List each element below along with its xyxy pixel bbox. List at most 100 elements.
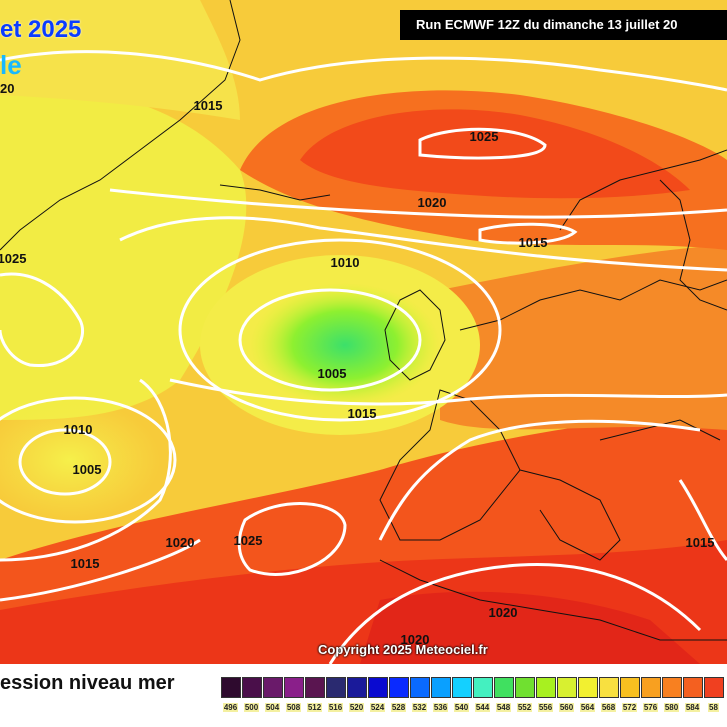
isobar-label: 1005 bbox=[318, 366, 347, 381]
copyright-text: Copyright 2025 Meteociel.fr bbox=[318, 642, 488, 657]
legend-value: 584 bbox=[684, 703, 701, 712]
legend-swatch bbox=[577, 677, 598, 698]
map-title: et 2025 bbox=[0, 16, 82, 43]
legend-value: 540 bbox=[453, 703, 470, 712]
pressure-field-svg: 1015 1025 1020 1025 1015 1010 1005 1015 … bbox=[0, 0, 727, 664]
isobar-label: 1010 bbox=[64, 422, 93, 437]
legend-swatch bbox=[451, 677, 472, 698]
legend-cell: 508 bbox=[283, 677, 304, 717]
legend-swatch bbox=[703, 677, 724, 698]
legend-cell: 556 bbox=[535, 677, 556, 717]
legend-value: 504 bbox=[264, 703, 281, 712]
isobar-label: 1020 bbox=[401, 632, 430, 647]
isobar-label: 1020 bbox=[489, 605, 518, 620]
color-scale-legend: 496 500 504 508 512 516 520 524 528 532 536 540 544 5… bbox=[220, 677, 724, 717]
run-info-banner: Run ECMWF 12Z du dimanche 13 juillet 20 bbox=[400, 10, 727, 40]
isobar-label: 1025 bbox=[0, 251, 26, 266]
legend-value: 532 bbox=[411, 703, 428, 712]
legend-cell: 548 bbox=[493, 677, 514, 717]
isobar-label: 1015 bbox=[348, 406, 377, 421]
legend-value: 58 bbox=[708, 703, 719, 712]
legend-cell: 524 bbox=[367, 677, 388, 717]
legend-cell: 568 bbox=[598, 677, 619, 717]
map-title-fragment: 20 bbox=[0, 81, 15, 96]
isobar-label: 1015 bbox=[194, 98, 223, 113]
isobar-labels: 1015 1025 1020 1025 1015 1010 1005 1015 … bbox=[0, 98, 715, 647]
legend-cell: 580 bbox=[661, 677, 682, 717]
legend-swatch bbox=[661, 677, 682, 698]
legend-swatch bbox=[556, 677, 577, 698]
legend-value: 576 bbox=[642, 703, 659, 712]
legend-cell: 496 bbox=[220, 677, 241, 717]
legend-cell: 528 bbox=[388, 677, 409, 717]
legend-title: ession niveau mer bbox=[0, 672, 175, 694]
legend-cell: 536 bbox=[430, 677, 451, 717]
legend-value: 496 bbox=[222, 703, 239, 712]
coastlines bbox=[0, 0, 727, 641]
legend-value: 512 bbox=[306, 703, 323, 712]
legend-swatch bbox=[388, 677, 409, 698]
legend-swatch bbox=[346, 677, 367, 698]
legend-swatch bbox=[514, 677, 535, 698]
legend-swatch bbox=[472, 677, 493, 698]
isobar-label: 1025 bbox=[470, 129, 499, 144]
legend-cell: 532 bbox=[409, 677, 430, 717]
legend-cell: 516 bbox=[325, 677, 346, 717]
isobar-label: 1015 bbox=[519, 235, 548, 250]
legend-cell: 540 bbox=[451, 677, 472, 717]
legend-cell: 552 bbox=[514, 677, 535, 717]
legend-swatch bbox=[535, 677, 556, 698]
isobar-label: 1020 bbox=[166, 535, 195, 550]
legend-swatch bbox=[325, 677, 346, 698]
legend-cell: 504 bbox=[262, 677, 283, 717]
legend-swatch bbox=[304, 677, 325, 698]
legend-cell: 520 bbox=[346, 677, 367, 717]
isobar-label: 1015 bbox=[71, 556, 100, 571]
legend-value: 572 bbox=[621, 703, 638, 712]
legend-swatch bbox=[619, 677, 640, 698]
legend-cell: 560 bbox=[556, 677, 577, 717]
legend-value: 500 bbox=[243, 703, 260, 712]
isobar-label: 1015 bbox=[686, 535, 715, 550]
isobar-label: 1010 bbox=[331, 255, 360, 270]
legend-value: 544 bbox=[474, 703, 491, 712]
legend-value: 524 bbox=[369, 703, 386, 712]
legend-value: 516 bbox=[327, 703, 344, 712]
isobar-label: 1005 bbox=[73, 462, 102, 477]
legend-value: 580 bbox=[663, 703, 680, 712]
pressure-map: 1015 1025 1020 1025 1015 1010 1005 1015 … bbox=[0, 0, 727, 664]
legend-swatch bbox=[598, 677, 619, 698]
legend-value: 536 bbox=[432, 703, 449, 712]
legend-value: 552 bbox=[516, 703, 533, 712]
isobar-label: 1020 bbox=[418, 195, 447, 210]
legend-cell: 564 bbox=[577, 677, 598, 717]
legend-cell: 584 bbox=[682, 677, 703, 717]
legend-swatch bbox=[220, 677, 241, 698]
legend-swatch bbox=[283, 677, 304, 698]
legend-value: 556 bbox=[537, 703, 554, 712]
map-subtitle: le bbox=[0, 50, 22, 80]
isobar-label: 1025 bbox=[234, 533, 263, 548]
legend-swatch bbox=[493, 677, 514, 698]
legend-cell: 58 bbox=[703, 677, 724, 717]
legend-cell: 544 bbox=[472, 677, 493, 717]
legend-swatch bbox=[367, 677, 388, 698]
legend-cell: 500 bbox=[241, 677, 262, 717]
isobar-lines bbox=[0, 50, 727, 664]
legend-value: 548 bbox=[495, 703, 512, 712]
legend-value: 564 bbox=[579, 703, 596, 712]
legend-value: 520 bbox=[348, 703, 365, 712]
legend-swatch bbox=[430, 677, 451, 698]
legend-swatch bbox=[682, 677, 703, 698]
legend-cell: 572 bbox=[619, 677, 640, 717]
legend-value: 528 bbox=[390, 703, 407, 712]
legend-swatch bbox=[640, 677, 661, 698]
legend-swatch bbox=[409, 677, 430, 698]
legend-value: 508 bbox=[285, 703, 302, 712]
legend-swatch bbox=[241, 677, 262, 698]
legend-value: 568 bbox=[600, 703, 617, 712]
legend-cell: 576 bbox=[640, 677, 661, 717]
legend-cell: 512 bbox=[304, 677, 325, 717]
legend-value: 560 bbox=[558, 703, 575, 712]
legend-swatch bbox=[262, 677, 283, 698]
